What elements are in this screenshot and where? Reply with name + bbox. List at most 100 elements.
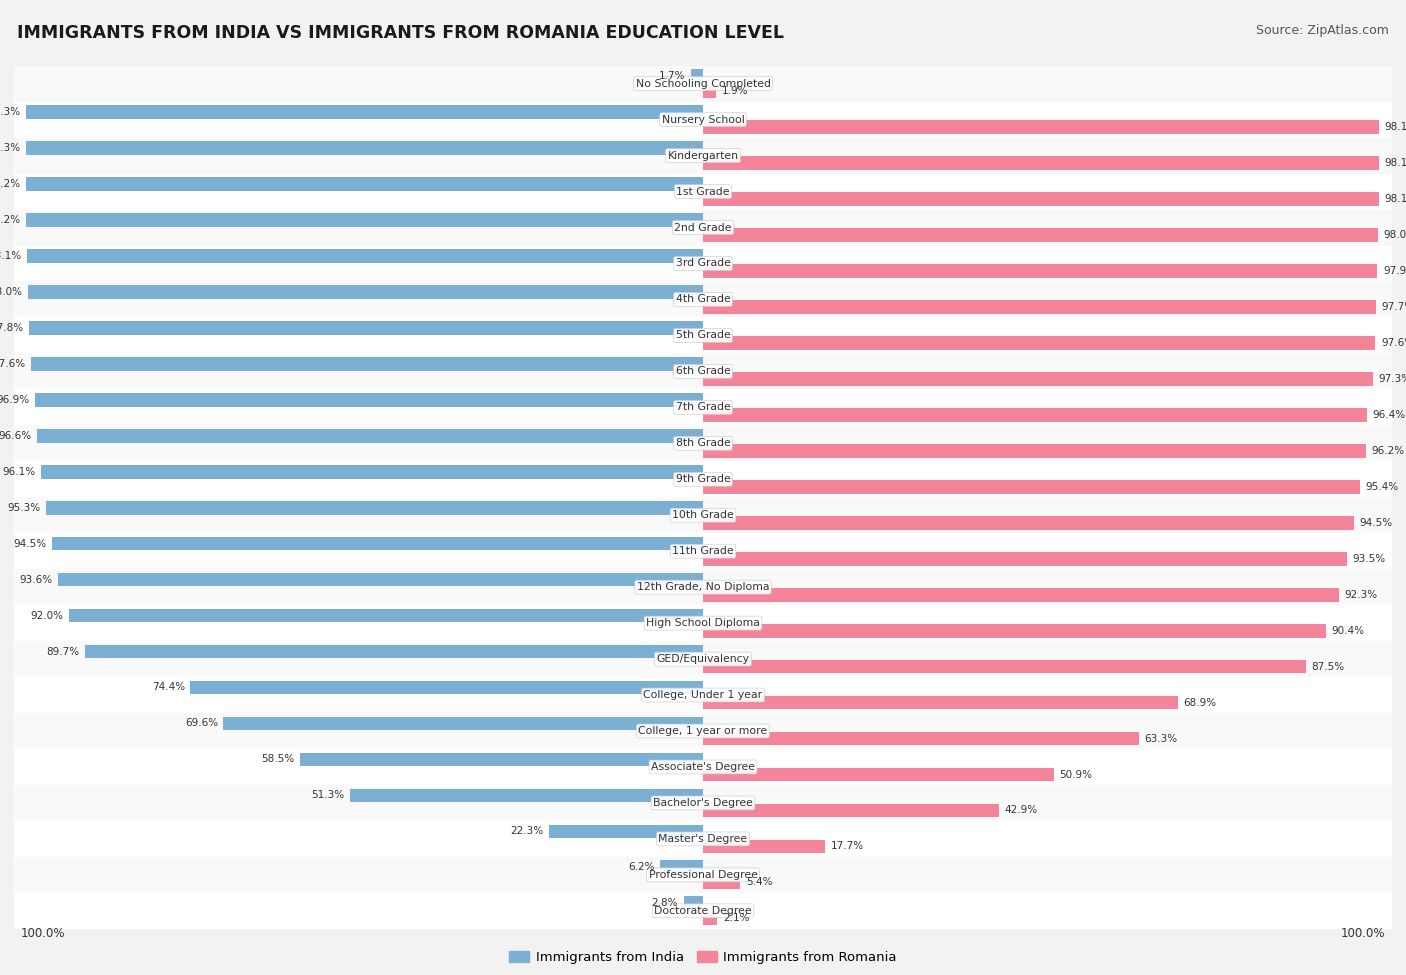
Text: 98.2%: 98.2% [0, 214, 21, 225]
Bar [41, 465, 703, 479]
Bar [14, 101, 1392, 137]
Text: 98.3%: 98.3% [0, 143, 20, 153]
Text: 68.9%: 68.9% [1184, 697, 1216, 708]
Bar [14, 389, 1392, 425]
Bar [58, 572, 703, 586]
Bar [14, 677, 1392, 713]
Text: 93.6%: 93.6% [20, 574, 52, 585]
Bar [14, 605, 1392, 642]
Text: 8th Grade: 8th Grade [676, 439, 730, 448]
Bar [14, 425, 1392, 461]
Text: 98.3%: 98.3% [0, 107, 20, 117]
Text: 98.1%: 98.1% [1385, 194, 1406, 204]
Bar [30, 321, 703, 334]
Bar [14, 318, 1392, 353]
Text: 11th Grade: 11th Grade [672, 546, 734, 556]
Text: 100.0%: 100.0% [1340, 926, 1385, 940]
Text: 3rd Grade: 3rd Grade [675, 258, 731, 268]
Bar [703, 803, 998, 817]
Bar [703, 120, 1379, 134]
Bar [14, 497, 1392, 533]
Bar [14, 569, 1392, 605]
Text: 6th Grade: 6th Grade [676, 367, 730, 376]
Bar [14, 137, 1392, 174]
Text: College, Under 1 year: College, Under 1 year [644, 690, 762, 700]
Text: GED/Equivalency: GED/Equivalency [657, 654, 749, 664]
Text: 94.5%: 94.5% [1360, 518, 1393, 527]
Bar [14, 210, 1392, 246]
Bar [27, 177, 703, 191]
Text: 97.8%: 97.8% [0, 323, 24, 332]
Bar [14, 893, 1392, 929]
Bar [703, 588, 1339, 602]
Text: 12th Grade, No Diploma: 12th Grade, No Diploma [637, 582, 769, 592]
Bar [703, 156, 1379, 170]
Bar [703, 228, 1378, 242]
Text: 1st Grade: 1st Grade [676, 186, 730, 197]
Bar [703, 480, 1360, 493]
Bar [14, 65, 1392, 101]
Bar [14, 749, 1392, 785]
Text: 96.1%: 96.1% [3, 467, 35, 477]
Text: 95.4%: 95.4% [1365, 482, 1399, 491]
Bar [703, 300, 1376, 314]
Text: 96.2%: 96.2% [1371, 446, 1405, 456]
Bar [14, 713, 1392, 749]
Text: Master's Degree: Master's Degree [658, 834, 748, 844]
Text: 100.0%: 100.0% [21, 926, 66, 940]
Text: 22.3%: 22.3% [510, 827, 544, 837]
Bar [224, 717, 703, 730]
Text: Bachelor's Degree: Bachelor's Degree [652, 798, 754, 808]
Text: 96.4%: 96.4% [1372, 410, 1406, 420]
Text: 9th Grade: 9th Grade [676, 474, 730, 485]
Text: 69.6%: 69.6% [184, 719, 218, 728]
Bar [703, 516, 1354, 529]
Bar [703, 444, 1365, 457]
Text: 10th Grade: 10th Grade [672, 510, 734, 521]
Bar [28, 285, 703, 298]
Text: 98.0%: 98.0% [0, 287, 22, 297]
Bar [703, 85, 716, 98]
Text: High School Diploma: High School Diploma [647, 618, 759, 628]
Text: Nursery School: Nursery School [662, 115, 744, 125]
Bar [703, 552, 1347, 565]
Bar [703, 192, 1379, 206]
Text: 94.5%: 94.5% [13, 538, 46, 549]
Text: 98.1%: 98.1% [0, 251, 21, 261]
Text: Source: ZipAtlas.com: Source: ZipAtlas.com [1256, 24, 1389, 37]
Text: 93.5%: 93.5% [1353, 554, 1386, 564]
Text: 90.4%: 90.4% [1331, 626, 1364, 636]
Bar [46, 501, 703, 515]
Bar [25, 105, 703, 119]
Bar [52, 537, 703, 551]
Bar [703, 624, 1326, 638]
Bar [14, 533, 1392, 569]
Text: 87.5%: 87.5% [1312, 662, 1344, 672]
Text: 7th Grade: 7th Grade [676, 403, 730, 412]
Bar [703, 767, 1053, 781]
Text: 95.3%: 95.3% [8, 503, 41, 513]
Bar [35, 393, 703, 407]
Bar [14, 785, 1392, 821]
Bar [84, 644, 703, 658]
Bar [550, 825, 703, 838]
Text: Professional Degree: Professional Degree [648, 870, 758, 879]
Text: 97.7%: 97.7% [1382, 302, 1406, 312]
Bar [703, 696, 1178, 710]
Bar [703, 912, 717, 925]
Bar [14, 821, 1392, 857]
Text: 96.9%: 96.9% [0, 395, 30, 405]
Text: 63.3%: 63.3% [1144, 733, 1178, 744]
Bar [69, 608, 703, 622]
Text: Doctorate Degree: Doctorate Degree [654, 906, 752, 916]
Bar [703, 660, 1306, 674]
Bar [14, 174, 1392, 210]
Text: 2.8%: 2.8% [652, 898, 678, 909]
Bar [692, 69, 703, 83]
Text: 1.9%: 1.9% [721, 86, 748, 97]
Bar [350, 789, 703, 802]
Bar [14, 642, 1392, 677]
Bar [661, 861, 703, 875]
Text: 6.2%: 6.2% [628, 862, 655, 873]
Bar [14, 857, 1392, 893]
